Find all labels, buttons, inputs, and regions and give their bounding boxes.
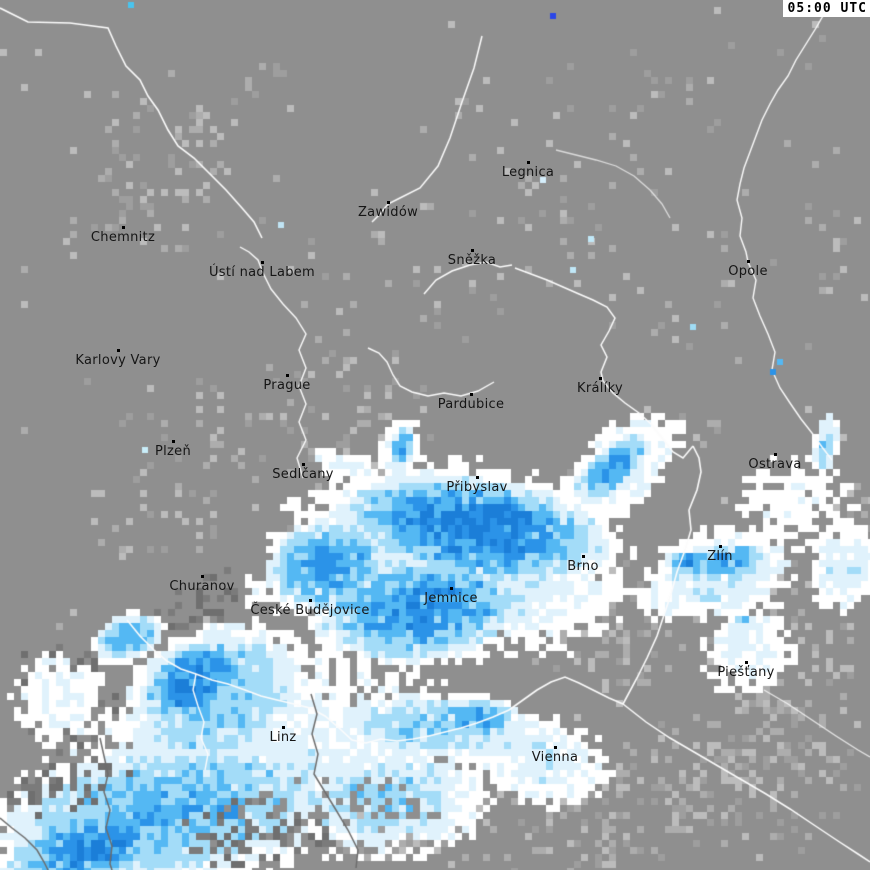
city-label-legnica: Legnica [501,165,555,180]
city-dot-usti-nad-labem [261,261,264,264]
timestamp-badge: 05:00 UTC [782,0,870,17]
city-label-prague: Prague [263,378,311,393]
city-dot-piestany [745,661,748,664]
city-label-brno: Brno [567,559,599,574]
city-dot-kraliky [599,377,602,380]
city-label-zawidow: Zawidów [357,205,419,220]
city-dot-plzen [172,440,175,443]
city-label-pardubice: Pardubice [437,397,505,412]
city-label-plzen: Plzeň [154,444,192,459]
city-dot-chemnitz [122,226,125,229]
city-dot-linz [282,726,285,729]
city-label-churanov: Churanov [169,579,235,594]
city-label-piestany: Piešťany [717,665,775,680]
city-dot-ceske-budejovice [309,599,312,602]
city-dot-brno [582,555,585,558]
city-dot-opole [747,260,750,263]
city-label-usti-nad-labem: Ústí nad Labem [208,265,316,280]
city-label-ostrava: Ostrava [748,457,802,472]
city-label-vienna: Vienna [531,750,579,765]
city-dot-churanov [201,575,204,578]
city-label-ceske-budejovice: České Budějovice [250,603,370,618]
city-label-opole: Opole [728,264,768,279]
city-dot-karlovy-vary [117,349,120,352]
city-dot-zlin [719,545,722,548]
city-dot-prague [286,374,289,377]
city-dot-jemnice [450,587,453,590]
city-label-chemnitz: Chemnitz [90,230,156,245]
city-label-linz: Linz [269,730,297,745]
city-label-pribyslav: Přibyslav [446,480,508,495]
city-dot-sedlcany [302,463,305,466]
city-dot-pardubice [470,393,473,396]
city-label-kraliky: Králíky [577,381,623,396]
city-label-zlin: Zlín [707,549,733,564]
city-dot-legnica [527,161,530,164]
city-dot-vienna [554,746,557,749]
city-dot-pribyslav [476,476,479,479]
city-dot-zawidow [387,201,390,204]
city-label-jemnice: Jemnice [424,591,478,606]
city-dot-ostrava [774,453,777,456]
city-label-snezka: Sněžka [447,253,497,268]
city-label-sedlcany: Sedlčany [272,467,334,482]
city-dot-snezka [471,249,474,252]
city-label-karlovy-vary: Karlovy Vary [75,353,161,368]
